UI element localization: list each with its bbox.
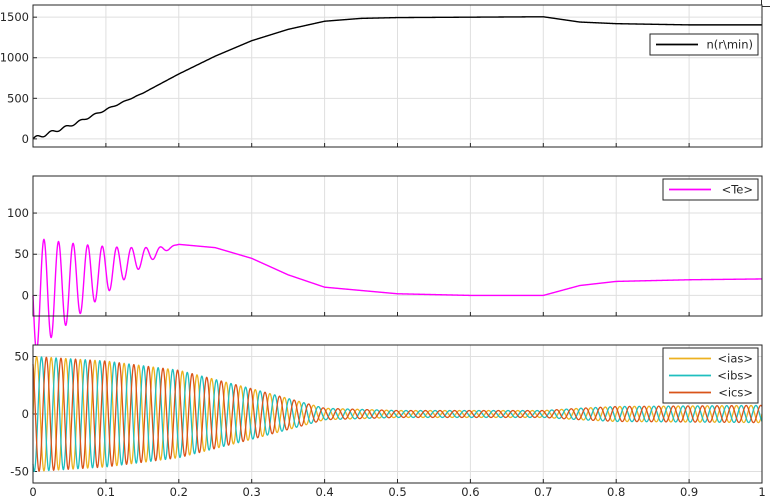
x-tick-label: 0.6 xyxy=(461,485,479,497)
x-tick-label: 0.1 xyxy=(97,485,115,497)
x-tick-label: 0 xyxy=(29,485,36,497)
x-tick-label: 0.2 xyxy=(170,485,188,497)
x-tick-label: 0.4 xyxy=(315,485,333,497)
x-tick-label: 0.9 xyxy=(680,485,698,497)
series-torque-line xyxy=(32,238,762,352)
panel-1-frame xyxy=(32,4,763,148)
y-tick-label: 0 xyxy=(22,288,29,302)
panel-2-frame xyxy=(32,175,763,317)
series-current-1-line xyxy=(32,355,763,472)
legend-label: <ics> xyxy=(718,386,753,400)
legend-label: <ibs> xyxy=(717,369,753,383)
y-tick-label: 1000 xyxy=(0,51,29,65)
legend-label: n(r\min) xyxy=(706,38,753,52)
x-tick-label: 0.5 xyxy=(388,485,406,497)
x-tick-label: 1 xyxy=(758,485,765,497)
series-current-3-line xyxy=(32,356,763,472)
legend-box xyxy=(649,33,759,56)
y-tick-label: 1500 xyxy=(0,10,29,24)
y-tick-label: 50 xyxy=(14,350,29,364)
y-tick-label: 0 xyxy=(22,132,29,146)
panel-3-frame xyxy=(32,344,763,484)
legend-label: <Te> xyxy=(722,183,753,197)
y-tick-label: 0 xyxy=(22,407,29,421)
x-tick-label: 0.3 xyxy=(243,485,261,497)
y-tick-label: 500 xyxy=(7,91,29,105)
x-tick-label: 0.7 xyxy=(534,485,552,497)
y-tick-label: 50 xyxy=(14,247,29,261)
window-corner-mark xyxy=(761,0,770,7)
y-tick-label: -50 xyxy=(10,465,29,479)
y-tick-label: 100 xyxy=(7,206,29,220)
series-speed-line xyxy=(32,16,762,140)
x-tick-label: 0.8 xyxy=(607,485,625,497)
series-current-2-line xyxy=(32,356,763,473)
legend-label: <ias> xyxy=(717,352,753,366)
